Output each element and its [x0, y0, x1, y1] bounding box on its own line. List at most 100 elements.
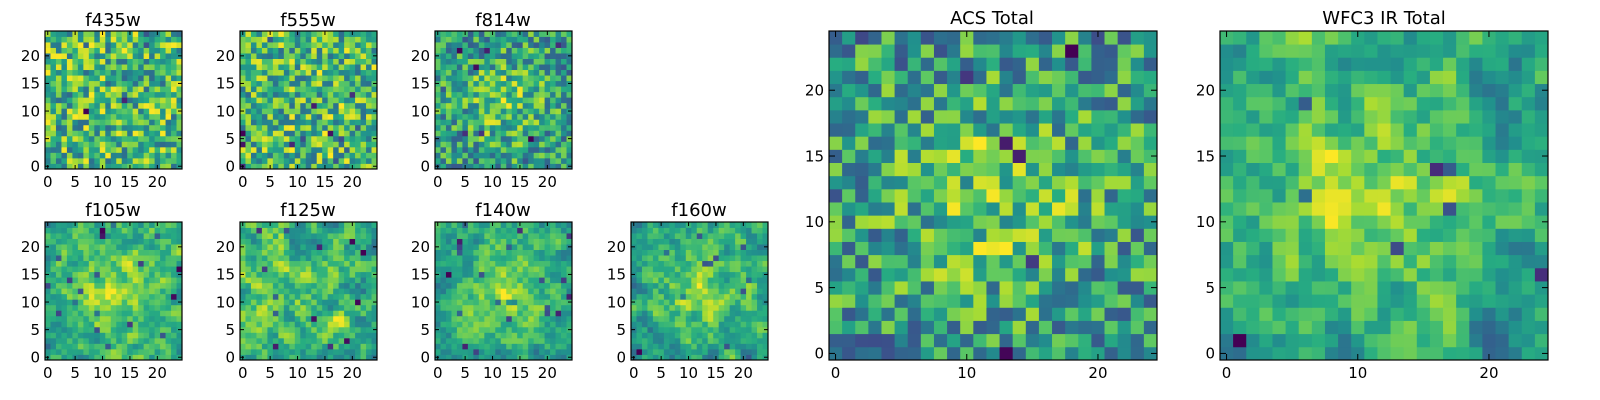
heatmap-cell — [121, 53, 128, 59]
heatmap-cell — [105, 244, 112, 250]
heatmap-cell — [669, 255, 676, 262]
heatmap-cell — [121, 293, 128, 300]
heatmap-cell — [110, 277, 117, 284]
heatmap-cell — [77, 135, 84, 142]
heatmap-cell — [440, 113, 447, 120]
heatmap-cell — [868, 228, 882, 242]
heatmap-cell — [735, 260, 741, 267]
heatmap-cell — [88, 255, 95, 262]
heatmap-cell — [550, 42, 556, 48]
heatmap-cell — [550, 238, 556, 245]
heatmap-cell — [77, 304, 84, 311]
heatmap-cell — [72, 326, 79, 333]
heatmap-cell — [322, 266, 329, 273]
heatmap-cell — [484, 102, 491, 109]
heatmap-cell — [522, 53, 529, 59]
heatmap-cell — [522, 354, 529, 361]
y-tick-label: 10 — [21, 102, 40, 120]
heatmap-cell — [894, 307, 909, 321]
heatmap-cell — [327, 343, 334, 350]
heatmap-cell — [881, 333, 895, 348]
heatmap-cell — [713, 255, 720, 262]
heatmap-cell — [440, 315, 447, 322]
heatmap-cell — [528, 31, 535, 37]
heatmap-cell — [160, 222, 166, 228]
heatmap-cell — [495, 80, 502, 87]
heatmap-cell — [283, 348, 290, 355]
heatmap-cell — [256, 119, 263, 126]
heatmap-cell — [360, 124, 367, 131]
heatmap-cell — [305, 343, 312, 350]
heatmap-cell — [435, 152, 441, 159]
heatmap-cell — [495, 163, 502, 170]
heatmap-cell — [160, 321, 166, 328]
heatmap-cell — [680, 277, 687, 284]
heatmap-cell — [327, 337, 334, 344]
heatmap-cell — [55, 238, 62, 245]
heatmap-cell — [702, 304, 709, 311]
heatmap-cell — [278, 102, 285, 109]
heatmap-cell — [445, 91, 452, 98]
heatmap-cell — [66, 42, 73, 48]
heatmap-cell — [484, 53, 491, 59]
heatmap-cell — [94, 91, 101, 98]
heatmap-cell — [294, 102, 301, 109]
heatmap-cell — [283, 119, 290, 126]
heatmap-cell — [366, 332, 372, 339]
heatmap-cell — [550, 310, 556, 317]
heatmap-cell — [250, 36, 257, 43]
heatmap-cell — [746, 288, 752, 295]
heatmap-cell — [322, 157, 329, 164]
heatmap-cell — [680, 238, 687, 245]
heatmap-cell — [960, 281, 974, 295]
heatmap-cell — [462, 124, 469, 131]
heatmap-cell — [99, 69, 106, 76]
heatmap-cell — [338, 282, 345, 289]
heatmap-cell — [674, 271, 681, 278]
heatmap-cell — [110, 102, 117, 109]
heatmap-cell — [467, 135, 474, 142]
heatmap-cell — [311, 293, 318, 300]
heatmap-cell — [160, 288, 166, 295]
heatmap-cell — [289, 310, 296, 317]
heatmap-cell — [289, 152, 296, 159]
heatmap-cell — [55, 310, 62, 317]
heatmap-cell — [110, 69, 117, 76]
heatmap-cell — [445, 337, 452, 344]
heatmap-cell — [478, 157, 485, 164]
heatmap-cell — [261, 42, 268, 48]
heatmap-cell — [473, 271, 480, 278]
heatmap-cell — [445, 233, 452, 239]
heatmap-cell — [1038, 202, 1053, 216]
heatmap-cell — [511, 163, 518, 170]
heatmap-cell — [440, 266, 447, 273]
heatmap-cell — [99, 238, 106, 245]
heatmap-cell — [360, 337, 367, 344]
heatmap-cell — [456, 271, 463, 278]
heatmap-cell — [467, 244, 474, 250]
heatmap-cell — [500, 288, 507, 295]
heatmap-cell — [467, 222, 474, 228]
heatmap-cell — [456, 47, 463, 54]
heatmap-cell — [94, 108, 101, 115]
heatmap-cell — [713, 315, 720, 322]
heatmap-cell — [283, 288, 290, 295]
heatmap-cell — [544, 326, 551, 333]
heatmap-cell — [160, 277, 166, 284]
heatmap-cell — [261, 233, 268, 239]
heatmap-cell — [72, 36, 79, 43]
heatmap-cell — [462, 69, 469, 76]
heatmap-cell — [522, 310, 529, 317]
heatmap-cell — [256, 86, 263, 93]
heatmap-cell — [500, 69, 507, 76]
heatmap-cell — [294, 42, 301, 48]
heatmap-cell — [278, 315, 285, 322]
heatmap-cell — [272, 310, 279, 317]
heatmap-cell — [72, 249, 79, 256]
heatmap-cell — [456, 146, 463, 153]
heatmap-cell — [495, 354, 502, 361]
heatmap-cell — [261, 141, 268, 148]
heatmap-cell — [256, 163, 263, 170]
heatmap-cell — [522, 31, 529, 37]
